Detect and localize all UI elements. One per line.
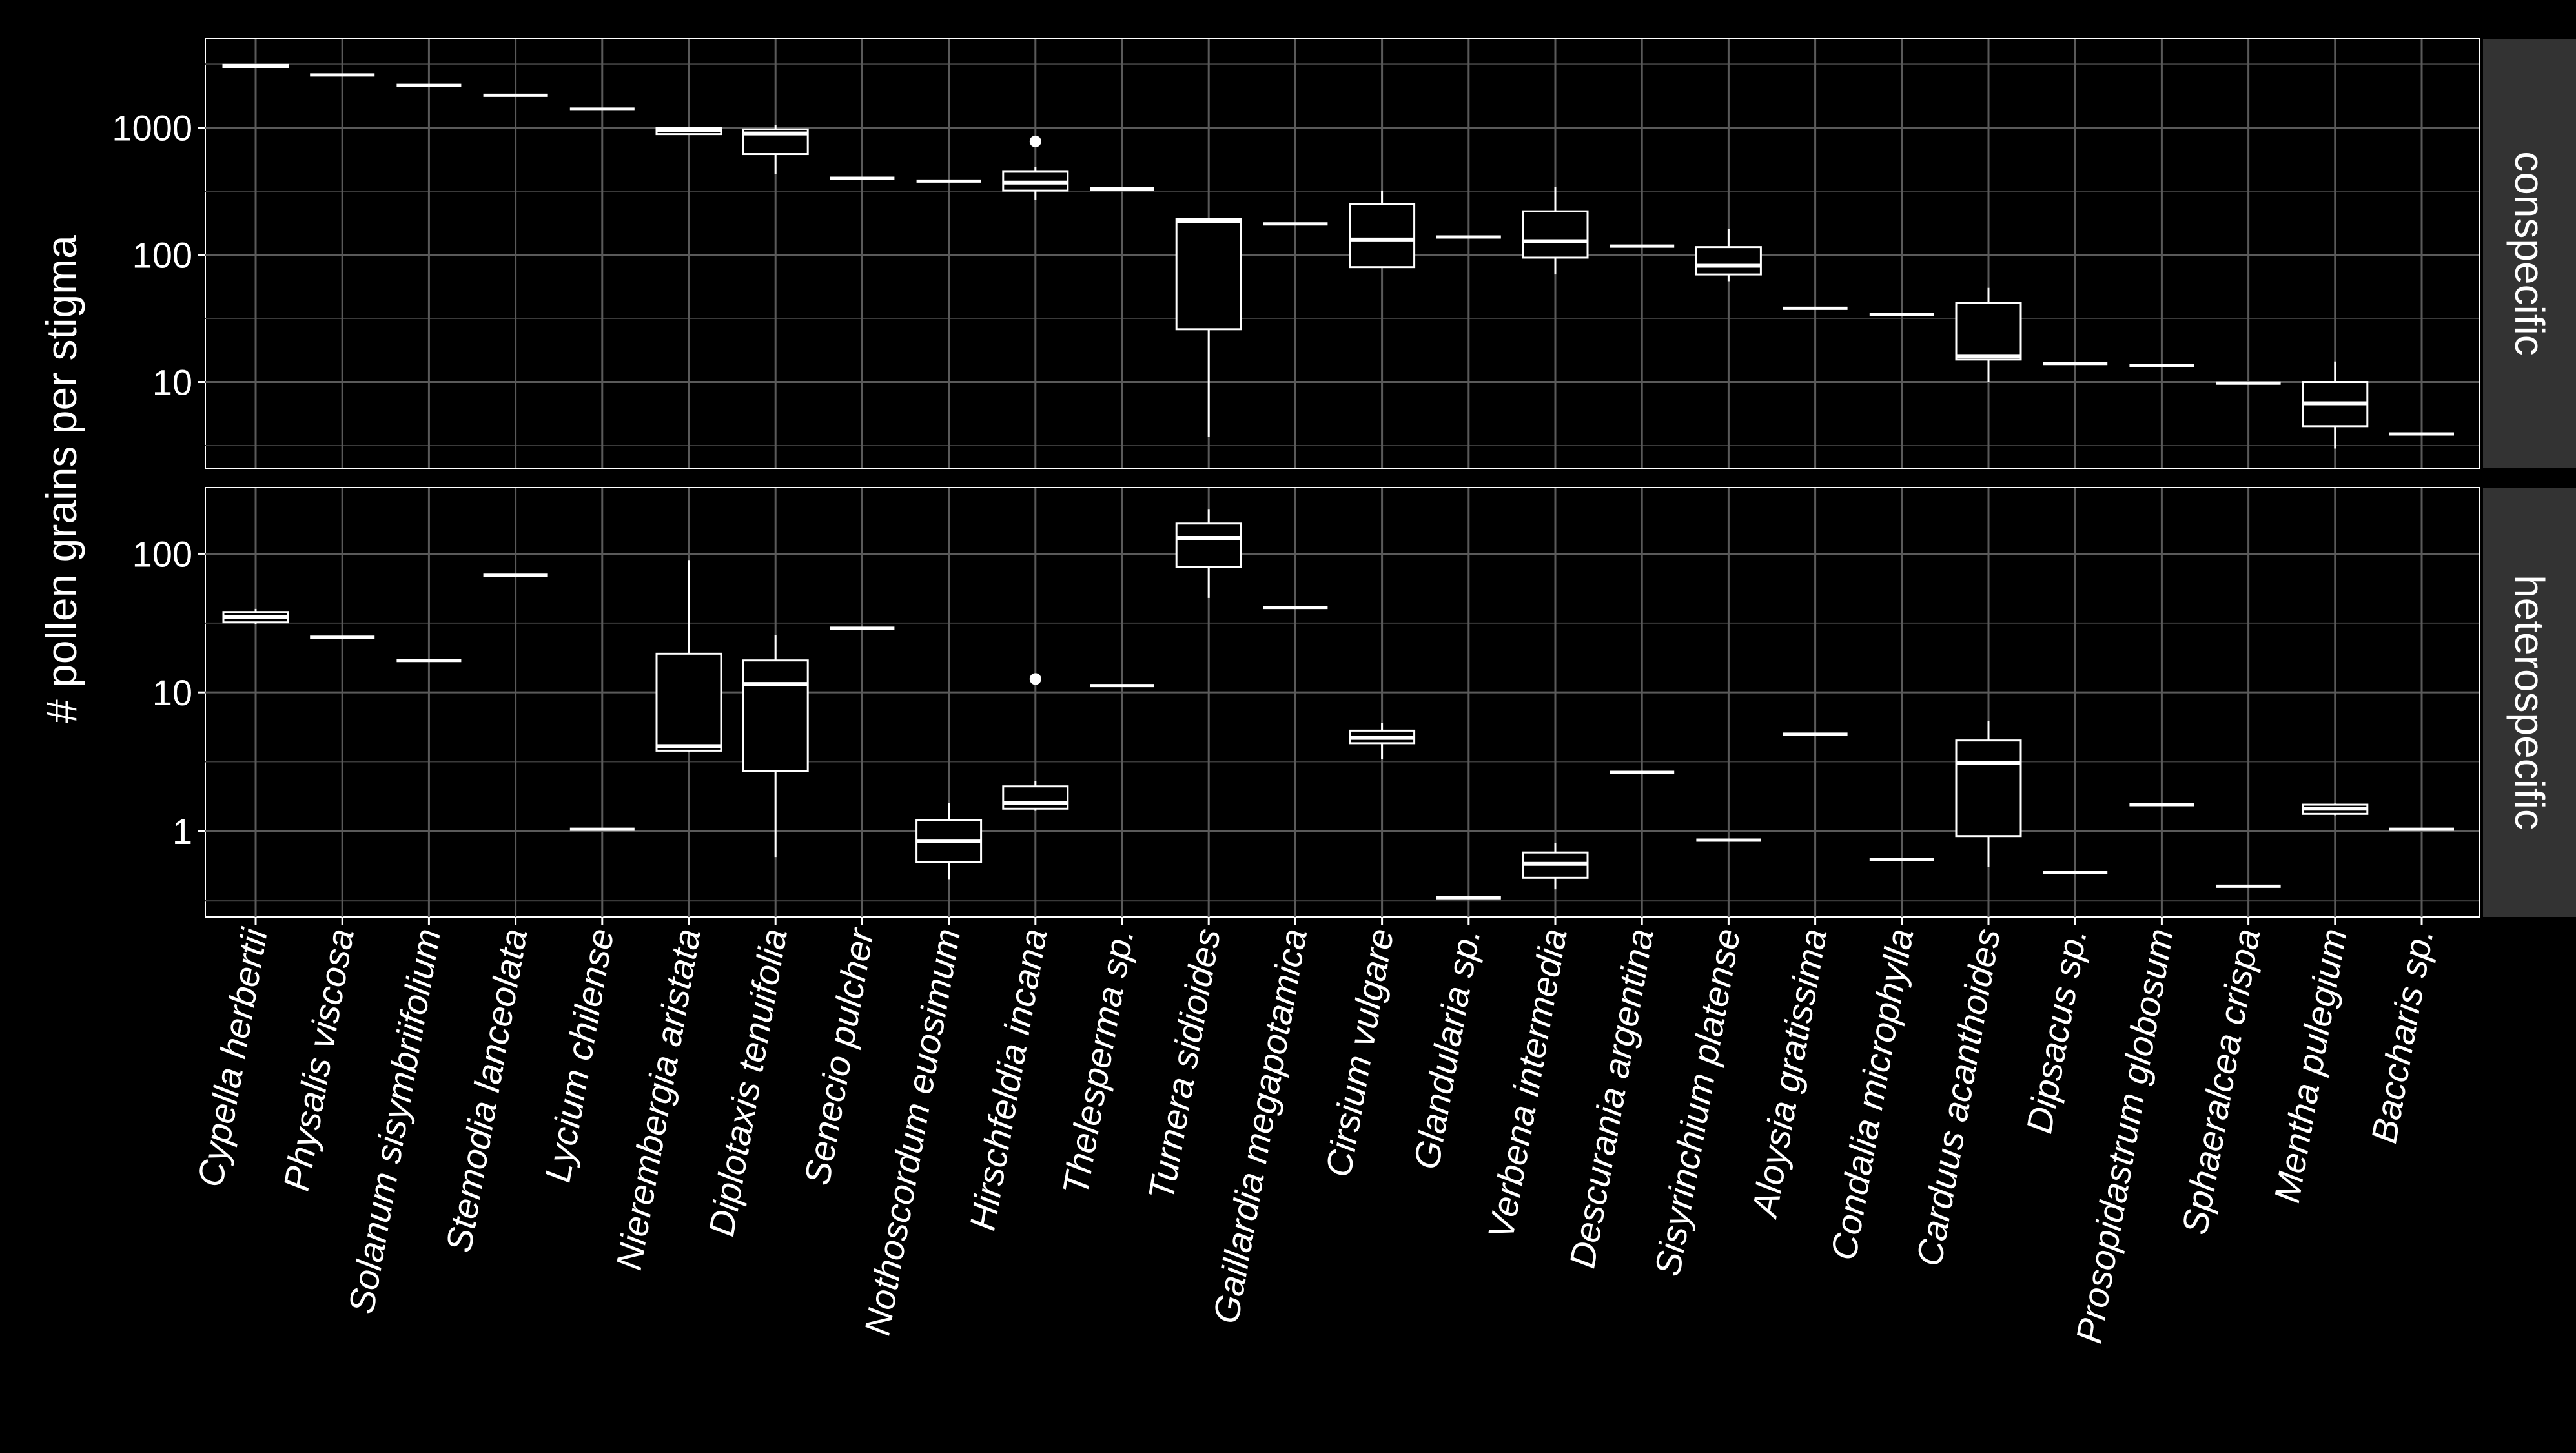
box	[1175, 522, 1242, 568]
box	[655, 652, 722, 752]
box	[1349, 203, 1416, 269]
box	[742, 659, 809, 772]
y-axis-title: # pollen grains per stigma	[37, 235, 85, 723]
facet-strip-label: heterospecific	[2506, 575, 2553, 830]
box	[1175, 218, 1242, 331]
panel-heterospecific	[205, 487, 2480, 918]
box	[1522, 210, 1589, 259]
outlier-point	[1029, 135, 1041, 147]
box	[1695, 246, 1762, 276]
box	[1002, 785, 1069, 810]
y-tick-label: 10	[152, 672, 192, 713]
panel-conspecific	[205, 38, 2480, 469]
facet-strip	[2483, 39, 2576, 468]
y-tick-label: 1	[172, 811, 192, 852]
outlier-point	[1029, 673, 1041, 685]
box	[1955, 302, 2022, 361]
box	[1955, 739, 2022, 838]
y-tick-label: 100	[132, 235, 192, 276]
facet-strip-label: conspecific	[2506, 151, 2553, 356]
y-tick-label: 1000	[112, 108, 192, 149]
y-tick-label: 100	[132, 533, 192, 574]
facet-strip	[2483, 488, 2576, 917]
y-tick-label: 10	[152, 362, 192, 403]
